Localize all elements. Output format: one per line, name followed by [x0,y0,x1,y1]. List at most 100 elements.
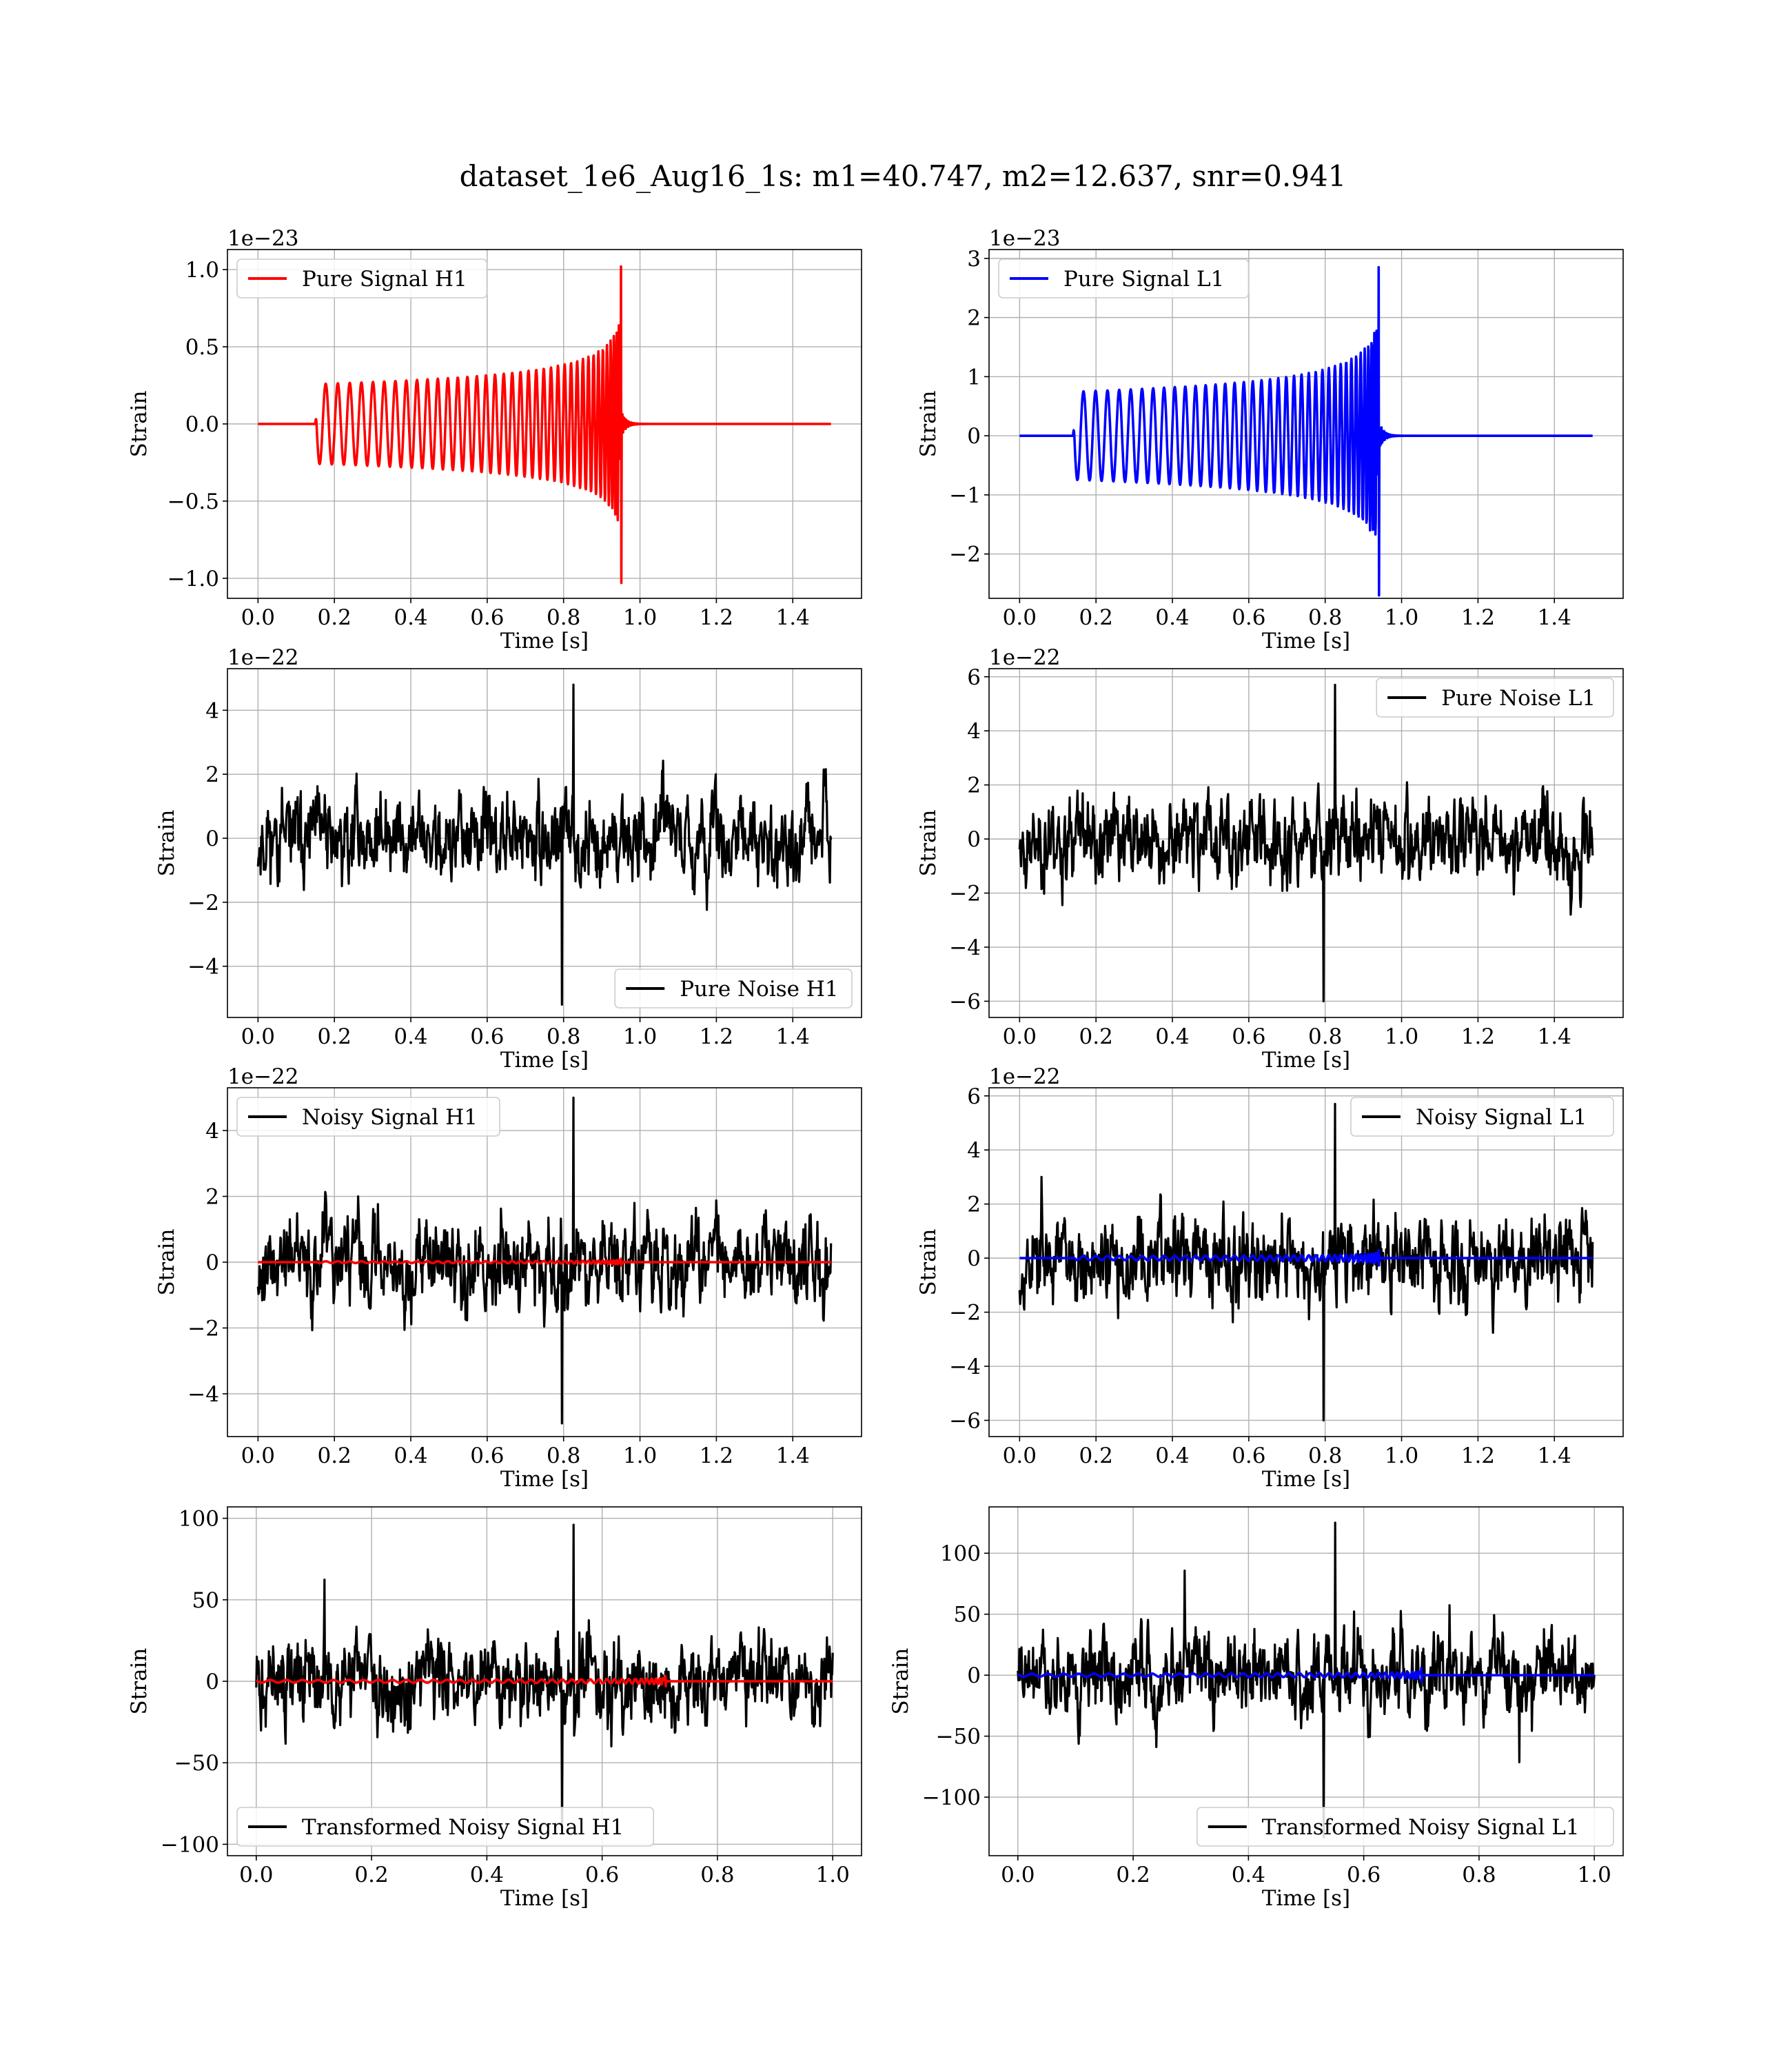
legend-box [236,1097,500,1137]
y-tick-label: −2 [187,891,219,915]
y-tick-label: 0 [967,827,981,852]
y-tick-label: −1 [949,483,981,508]
x-tick-label: 0.8 [1462,1863,1496,1887]
subplot-noisy-signal-h1: 0.0 0.2 0.4 0.6 0.8 1.0 1.2 1.4 −4 −2 0 2 4 Time [s] S… [154,1064,862,1492]
y-tick-label: 2 [967,1193,981,1217]
legend: Transformed Noisy Signal L1 [1197,1807,1614,1847]
y-tick-label: 2 [205,1185,219,1210]
x-tick-label: 1.2 [1461,1024,1495,1049]
y-axis-label: Strain [127,1648,152,1715]
legend-box [1197,1807,1614,1847]
series-group [1018,683,1594,1003]
y-offset-text: 1e−22 [989,645,1061,670]
x-tick-label: 0.8 [1308,1024,1342,1049]
x-tick-label: 0.0 [241,605,275,630]
legend-label: Noisy Signal L1 [1416,1105,1587,1130]
x-tick-label: 0.0 [241,1024,275,1049]
x-tick-label: 1.0 [1385,1443,1418,1468]
y-tick-label: 1 [967,365,981,389]
y-tick-label: −4 [187,1382,219,1407]
y-offset-text: 1e−22 [227,645,299,670]
x-tick-label: 0.6 [470,1024,504,1049]
figure-suptitle: dataset_1e6_Aug16_1s: m1=40.747, m2=12.6… [460,159,1347,193]
y-tick-label: 0 [967,424,981,449]
x-tick-label: 0.0 [1003,1024,1037,1049]
x-tick-label: 0.2 [354,1863,388,1887]
x-axis-label: Time [s] [1262,1048,1350,1073]
y-tick-label: 50 [192,1588,219,1613]
x-tick-label: 1.2 [700,605,733,630]
series-line-noisy-signal-h1 [256,1096,833,1425]
x-tick-label: 0.0 [239,1863,273,1887]
y-tick-label: −50 [936,1725,981,1750]
x-tick-label: 1.2 [700,1443,733,1468]
x-tick-label: 0.6 [1232,1024,1265,1049]
x-tick-label: 0.6 [470,605,504,630]
y-tick-label: 6 [967,665,981,690]
y-axis-label: Strain [916,391,941,458]
series-group [1019,265,1594,597]
y-tick-label: 0 [205,827,219,851]
axes-frame [988,1506,1624,1856]
legend: Pure Signal L1 [998,258,1250,298]
x-tick-label: 0.6 [1232,1443,1265,1468]
legend-label: Noisy Signal H1 [302,1105,478,1130]
legend-box [1350,1097,1614,1137]
y-offset-text: 1e−22 [227,1064,299,1089]
series-line-overlay-1 [257,1257,832,1267]
x-tick-label: 0.4 [1155,1024,1189,1049]
x-tick-label: 0.0 [1001,1863,1035,1887]
x-tick-label: 1.2 [1461,605,1495,630]
y-offset-text: 1e−23 [989,226,1061,251]
y-tick-label: 4 [967,719,981,744]
subplot-transformed-noisy-signal-h1: 0.0 0.2 0.4 0.6 0.8 1.0 −100 −50 0 50 100 Time [s] S… [127,1506,862,1911]
x-tick-label: 0.4 [1155,605,1189,630]
y-tick-label: 0 [205,1250,219,1275]
x-tick-label: 0.8 [547,1024,580,1049]
x-tick-label: 0.2 [1079,1024,1113,1049]
y-tick-label: −50 [174,1751,219,1776]
y-tick-label: 4 [205,1119,219,1144]
series-group [255,1523,834,1831]
y-tick-label: 0 [205,1670,219,1694]
y-tick-label: 0.5 [185,335,219,360]
legend: Transformed Noisy Signal H1 [236,1807,655,1847]
y-axis-label: Strain [888,1648,913,1715]
legend-box [236,1807,655,1847]
y-tick-label: −6 [949,1408,981,1433]
x-tick-label: 0.6 [1232,605,1265,630]
y-tick-label: −2 [949,1301,981,1326]
x-tick-label: 1.4 [776,1024,810,1049]
y-axis-label: Strain [916,1229,941,1296]
legend: Pure Noise L1 [1376,678,1614,718]
y-tick-label: 2 [967,306,981,331]
y-tick-label: 4 [967,1138,981,1163]
legend-label: Pure Noise L1 [1441,686,1596,711]
y-tick-label: 50 [954,1603,981,1628]
series-line-pure-signal-h1 [257,265,832,585]
series-group [1017,1521,1596,1839]
y-tick-label: 1.0 [185,258,219,283]
x-tick-label: 0.2 [1116,1863,1150,1887]
subplot-noisy-signal-l1: 0.0 0.2 0.4 0.6 0.8 1.0 1.2 1.4 −6 −4 −2 0 2 4 6 Time [… [916,1064,1624,1492]
x-tick-label: 1.0 [1385,1024,1418,1049]
series-group [257,265,832,585]
y-offset-text: 1e−23 [227,226,299,251]
y-tick-label: −2 [949,543,981,567]
y-tick-label: 100 [179,1507,219,1532]
axes-frame [988,1087,1624,1437]
legend: Pure Signal H1 [236,258,488,298]
series-line-overlay-1 [255,1674,834,1687]
x-axis-label: Time [s] [1262,629,1350,653]
x-tick-label: 0.4 [394,1024,427,1049]
y-tick-label: −2 [187,1316,219,1341]
series-group [1018,1102,1594,1422]
y-axis-label: Strain [154,810,179,877]
axes-frame [988,249,1624,599]
x-tick-label: 0.0 [241,1443,275,1468]
x-axis-label: Time [s] [500,1048,589,1073]
x-tick-label: 0.2 [1079,1443,1113,1468]
x-tick-label: 0.8 [547,1443,580,1468]
x-tick-label: 0.8 [1308,1443,1342,1468]
